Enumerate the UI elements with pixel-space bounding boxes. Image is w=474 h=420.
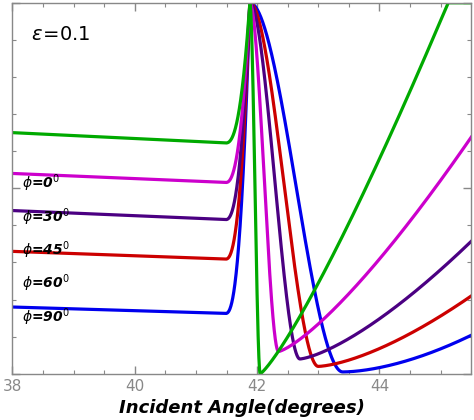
Text: $\epsilon\!=\!0.1$: $\epsilon\!=\!0.1$ — [31, 25, 90, 44]
Text: $\phi$=45$^0$: $\phi$=45$^0$ — [22, 239, 69, 261]
Text: $\phi$=30$^0$: $\phi$=30$^0$ — [22, 206, 69, 228]
Text: $\phi$=90$^0$: $\phi$=90$^0$ — [22, 306, 69, 328]
X-axis label: Incident Angle(degrees): Incident Angle(degrees) — [119, 399, 365, 417]
Text: $\phi$=0$^0$: $\phi$=0$^0$ — [22, 173, 60, 194]
Text: $\phi$=60$^0$: $\phi$=60$^0$ — [22, 273, 69, 294]
